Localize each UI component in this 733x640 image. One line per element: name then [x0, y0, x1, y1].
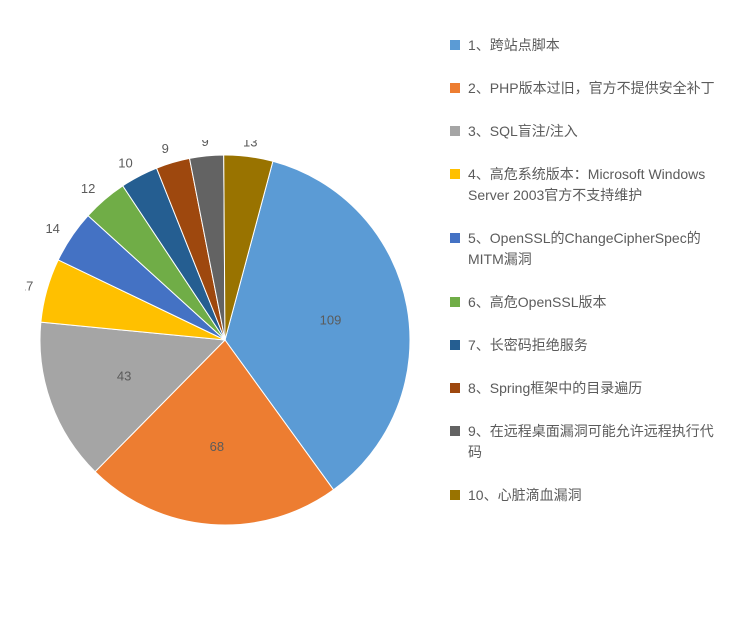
legend-item-9: 10、心脏滴血漏洞: [450, 485, 723, 506]
legend-item-5: 6、高危OpenSSL版本: [450, 292, 723, 313]
legend-swatch-9: [450, 490, 460, 500]
legend-swatch-2: [450, 126, 460, 136]
legend-swatch-3: [450, 169, 460, 179]
legend-label-5: 6、高危OpenSSL版本: [468, 292, 607, 313]
legend-swatch-5: [450, 297, 460, 307]
legend-swatch-1: [450, 83, 460, 93]
slice-label-5: 12: [81, 181, 95, 196]
legend-swatch-4: [450, 233, 460, 243]
legend-label-6: 7、长密码拒绝服务: [468, 335, 588, 356]
legend-item-6: 7、长密码拒绝服务: [450, 335, 723, 356]
legend-item-4: 5、OpenSSL的ChangeCipherSpec的MITM漏洞: [450, 228, 723, 270]
slice-label-9: 13: [243, 140, 257, 150]
legend-swatch-7: [450, 383, 460, 393]
legend-label-8: 9、在远程桌面漏洞可能允许远程执行代码: [468, 421, 723, 463]
pie-area: 1096843171412109913: [0, 0, 430, 640]
slice-label-6: 10: [118, 156, 132, 171]
legend-label-3: 4、高危系统版本：Microsoft Windows Server 2003官方…: [468, 164, 723, 206]
slice-label-8: 9: [202, 140, 209, 149]
slice-label-1: 68: [210, 439, 224, 454]
legend-area: 1、跨站点脚本 2、PHP版本过旧，官方不提供安全补丁 3、SQL盲注/注入 4、高危…: [430, 0, 733, 526]
legend-label-1: 2、PHP版本过旧，官方不提供安全补丁: [468, 78, 715, 99]
chart-container: 1096843171412109913 1、跨站点脚本2、PHP版本过旧，官方不…: [0, 0, 733, 640]
pie-chart: 1096843171412109913: [25, 140, 445, 560]
legend-label-2: 3、SQL盲注/注入: [468, 121, 578, 142]
legend-swatch-6: [450, 340, 460, 350]
legend-label-9: 10、心脏滴血漏洞: [468, 485, 582, 506]
legend-label-0: 1、跨站点脚本: [468, 35, 560, 56]
legend-swatch-8: [450, 426, 460, 436]
legend-label-7: 8、Spring框架中的目录遍历: [468, 378, 642, 399]
legend-item-8: 9、在远程桌面漏洞可能允许远程执行代码: [450, 421, 723, 463]
legend-item-7: 8、Spring框架中的目录遍历: [450, 378, 723, 399]
legend-item-0: 1、跨站点脚本: [450, 35, 723, 56]
legend-item-3: 4、高危系统版本：Microsoft Windows Server 2003官方…: [450, 164, 723, 206]
legend-swatch-0: [450, 40, 460, 50]
slice-label-0: 109: [320, 313, 342, 328]
legend-item-1: 2、PHP版本过旧，官方不提供安全补丁: [450, 78, 723, 99]
slice-label-4: 14: [45, 221, 59, 236]
slice-label-7: 9: [162, 141, 169, 156]
legend-item-2: 3、SQL盲注/注入: [450, 121, 723, 142]
slice-label-3: 17: [25, 279, 33, 294]
slice-label-2: 43: [117, 369, 131, 384]
legend-label-4: 5、OpenSSL的ChangeCipherSpec的MITM漏洞: [468, 228, 723, 270]
